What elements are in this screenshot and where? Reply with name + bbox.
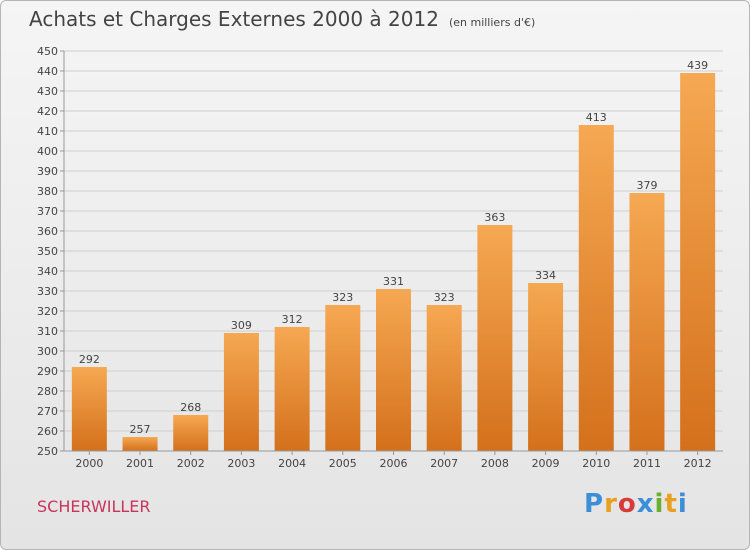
logo-letter: t	[664, 489, 678, 519]
logo-letter: r	[604, 489, 618, 519]
x-tick-label: 2012	[684, 457, 712, 470]
y-tick-label: 270	[37, 405, 58, 418]
labels: 250 260 270 280 290 300 310 320 330 340 350 360 370 3…	[37, 45, 712, 470]
x-tick-label: 2011	[633, 457, 661, 470]
bar-value-label: 268	[180, 401, 201, 414]
bar	[578, 125, 614, 451]
bar	[223, 333, 259, 451]
y-tick-label: 420	[37, 105, 58, 118]
y-tick-label: 280	[37, 385, 58, 398]
x-tick-label: 2007	[430, 457, 458, 470]
bar-value-label: 331	[383, 275, 404, 288]
chart-title: Achats et Charges Externes 2000 à 2012 (e…	[29, 7, 535, 31]
y-tick-label: 370	[37, 205, 58, 218]
y-tick-label: 250	[37, 445, 58, 458]
x-tick-label: 2002	[177, 457, 205, 470]
bar-value-label: 323	[434, 291, 455, 304]
y-tick-label: 320	[37, 305, 58, 318]
bar	[629, 193, 665, 451]
axes	[60, 50, 723, 455]
y-tick-label: 380	[37, 185, 58, 198]
bar	[122, 437, 158, 451]
logo-letter: i	[677, 489, 688, 519]
bar	[376, 289, 411, 451]
bar-value-label: 334	[535, 269, 556, 282]
y-tick-label: 410	[37, 125, 58, 138]
y-tick-label: 310	[37, 325, 58, 338]
x-tick-label: 2005	[329, 457, 357, 470]
y-tick-label: 400	[37, 145, 58, 158]
x-tick-label: 2003	[227, 457, 255, 470]
x-tick-label: 2008	[481, 457, 509, 470]
bar	[680, 73, 716, 451]
y-tick-label: 430	[37, 85, 58, 98]
y-tick-label: 340	[37, 265, 58, 278]
bar-value-label: 413	[586, 111, 607, 124]
logo-letter: x	[636, 489, 655, 519]
bar-value-label: 379	[636, 179, 657, 192]
chart-unit: (en milliers d'€)	[448, 16, 536, 29]
bars	[71, 73, 716, 451]
y-tick-label: 260	[37, 425, 58, 438]
x-tick-label: 2001	[126, 457, 154, 470]
y-tick-label: 350	[37, 245, 58, 258]
bar-value-label: 323	[332, 291, 353, 304]
chart-title-text: Achats et Charges Externes 2000 à 2012	[29, 7, 439, 31]
x-tick-label: 2000	[75, 457, 103, 470]
bar-value-label: 439	[687, 59, 708, 72]
x-tick-label: 2010	[582, 457, 610, 470]
bar	[426, 305, 462, 451]
y-tick-label: 390	[37, 165, 58, 178]
y-tick-label: 330	[37, 285, 58, 298]
bar	[325, 305, 361, 451]
y-tick-label: 440	[37, 65, 58, 78]
bar	[477, 225, 513, 451]
bar-value-label: 309	[231, 319, 252, 332]
logo-letter: o	[617, 489, 637, 519]
y-tick-label: 290	[37, 365, 58, 378]
logo-letter: P	[584, 489, 605, 519]
y-tick-label: 450	[37, 45, 58, 58]
bar	[274, 327, 310, 451]
y-tick-label: 300	[37, 345, 58, 358]
bar	[173, 415, 209, 451]
bar-value-label: 292	[79, 353, 100, 366]
x-tick-label: 2006	[380, 457, 408, 470]
bar-value-label: 363	[484, 211, 505, 224]
logo-letter: i	[654, 489, 665, 519]
x-tick-label: 2004	[278, 457, 306, 470]
bar-value-label: 312	[282, 313, 303, 326]
x-tick-label: 2009	[532, 457, 560, 470]
commune-name: SCHERWILLER	[37, 497, 151, 516]
proxiti-logo: Proxiti	[584, 489, 688, 519]
bar	[71, 367, 107, 451]
bar	[528, 283, 564, 451]
y-tick-label: 360	[37, 225, 58, 238]
bar-value-label: 257	[130, 423, 151, 436]
